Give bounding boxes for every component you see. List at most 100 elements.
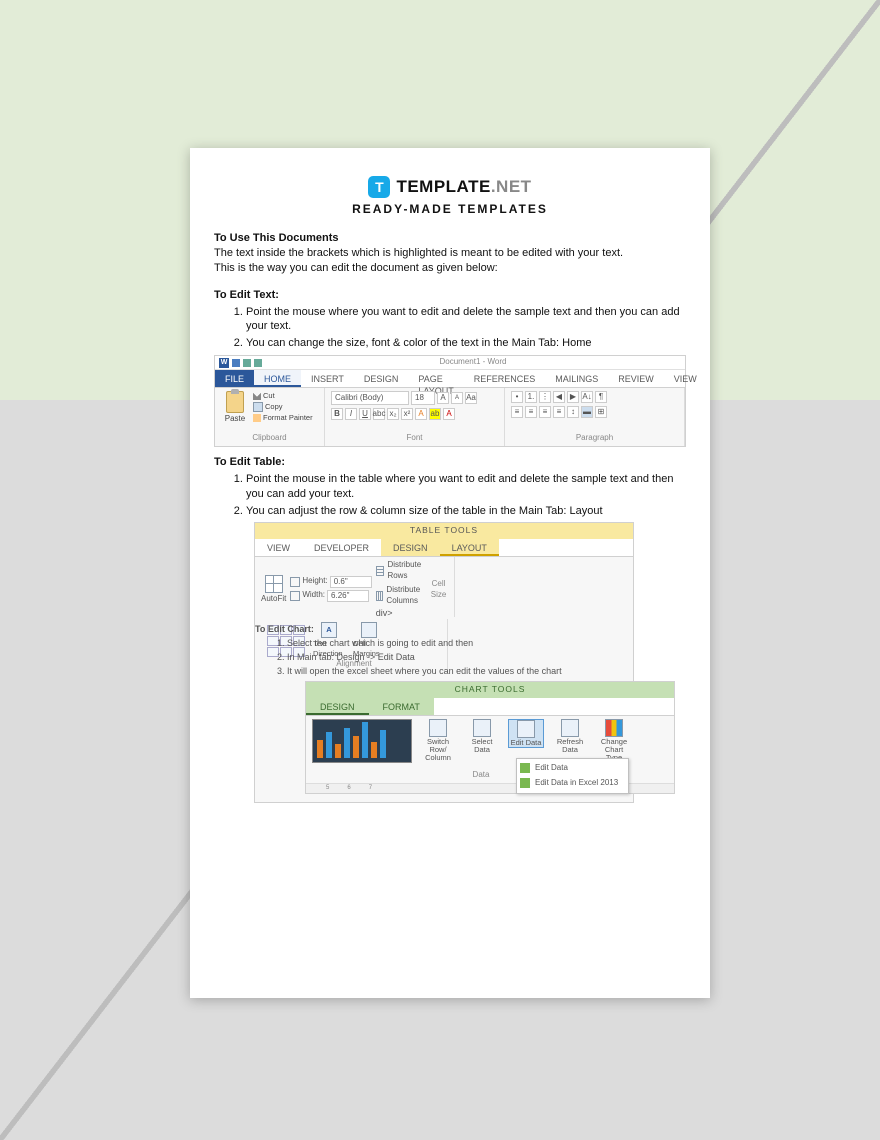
- refresh-data-button[interactable]: Refresh Data: [552, 719, 588, 755]
- sort-button[interactable]: A↓: [581, 391, 593, 403]
- list-item: Select the chart which is going to edit …: [287, 637, 633, 649]
- menu-edit-data-excel[interactable]: Edit Data in Excel 2013: [517, 776, 628, 791]
- tab-view[interactable]: VIEW: [664, 370, 707, 387]
- format-painter-button[interactable]: Format Painter: [253, 413, 313, 423]
- tab-table-design[interactable]: DESIGN: [381, 539, 440, 556]
- line-spacing-button[interactable]: ↕: [567, 406, 579, 418]
- clipboard-group-label: Clipboard: [221, 433, 318, 444]
- distribute-rows-button[interactable]: Distribute Rows: [376, 560, 425, 582]
- copy-button[interactable]: Copy: [253, 402, 313, 412]
- align-center-button[interactable]: ≡: [525, 406, 537, 418]
- edit-table-steps: Point the mouse in the table where you w…: [214, 472, 686, 519]
- subscript-button[interactable]: x₂: [387, 408, 399, 420]
- select-data-label: Select Data: [464, 738, 500, 755]
- highlight-button[interactable]: ab: [429, 408, 441, 420]
- show-marks-button[interactable]: ¶: [595, 391, 607, 403]
- brand-badge-icon: T: [368, 176, 390, 198]
- intro-line2: This is the way you can edit the documen…: [214, 261, 686, 276]
- increase-indent-button[interactable]: ▶: [567, 391, 579, 403]
- justify-button[interactable]: ≡: [553, 406, 565, 418]
- text-effects-button[interactable]: A: [415, 408, 427, 420]
- height-input[interactable]: 0.6": [330, 576, 372, 588]
- tab-references[interactable]: REFERENCES: [464, 370, 546, 387]
- tab-file[interactable]: FILE: [215, 370, 254, 387]
- change-case-button[interactable]: Aa: [465, 392, 477, 404]
- cell-size-group-label: Cell Size: [429, 579, 448, 601]
- menu-edit-data[interactable]: Edit Data: [517, 761, 628, 776]
- tab-table-layout[interactable]: LAYOUT: [440, 539, 499, 556]
- shrink-font-button[interactable]: A: [451, 392, 463, 404]
- ruler-mark: 7: [369, 784, 372, 792]
- word-icon: W: [219, 358, 229, 368]
- tab-design[interactable]: DESIGN: [354, 370, 409, 387]
- list-item: Point the mouse in the table where you w…: [246, 472, 686, 502]
- chart-style-thumbnail[interactable]: [312, 719, 412, 763]
- width-input[interactable]: 6.26": [327, 590, 369, 602]
- distribute-cols-button[interactable]: Distribute Columns: [376, 585, 425, 607]
- autofit-icon: [265, 575, 283, 593]
- italic-button[interactable]: I: [345, 408, 357, 420]
- strike-button[interactable]: abc: [373, 408, 385, 420]
- align-right-button[interactable]: ≡: [539, 406, 551, 418]
- decrease-indent-button[interactable]: ◀: [553, 391, 565, 403]
- chart-tools-title: CHART TOOLS: [306, 682, 674, 697]
- table-tools-title: TABLE TOOLS: [255, 523, 633, 538]
- quick-access-toolbar: W Document1 - Word: [215, 356, 685, 370]
- redo-icon[interactable]: [254, 359, 262, 367]
- autofit-button[interactable]: AutoFit: [261, 575, 286, 605]
- row-height-icon: [290, 577, 300, 587]
- shading-button[interactable]: ▬: [581, 406, 593, 418]
- borders-button[interactable]: ⊞: [595, 406, 607, 418]
- underline-button[interactable]: U: [359, 408, 371, 420]
- multilevel-button[interactable]: ⋮: [539, 391, 551, 403]
- ruler-mark: 6: [347, 784, 350, 792]
- tab-home[interactable]: HOME: [254, 370, 301, 387]
- autofit-label: AutoFit: [261, 594, 286, 605]
- font-size-select[interactable]: 18: [411, 391, 435, 405]
- switch-row-col-button[interactable]: Switch Row/ Column: [420, 719, 456, 763]
- change-chart-type-button[interactable]: Change Chart Type: [596, 719, 632, 763]
- tab-insert[interactable]: INSERT: [301, 370, 354, 387]
- intro-heading: To Use This Documents: [214, 231, 686, 246]
- intro-line1: The text inside the brackets which is hi…: [214, 246, 686, 261]
- distribute-cols-icon: [376, 591, 384, 601]
- undo-icon[interactable]: [243, 359, 251, 367]
- font-color-button[interactable]: A: [443, 408, 455, 420]
- font-name-select[interactable]: Calibri (Body): [331, 391, 409, 405]
- bold-button[interactable]: B: [331, 408, 343, 420]
- refresh-icon: [561, 719, 579, 737]
- cut-button[interactable]: Cut: [253, 391, 313, 401]
- clipboard-icon: [226, 391, 244, 413]
- tab-chart-design[interactable]: DESIGN: [306, 698, 369, 715]
- numbering-button[interactable]: 1.: [525, 391, 537, 403]
- paragraph-group-label: Paragraph: [511, 433, 678, 444]
- tab-developer[interactable]: DEVELOPER: [302, 539, 381, 556]
- grow-font-button[interactable]: A: [437, 392, 449, 404]
- tab-chart-format[interactable]: FORMAT: [369, 698, 434, 715]
- distribute-rows-icon: [376, 566, 385, 576]
- width-label: Width:: [302, 590, 325, 601]
- word-ribbon-table-layout: TABLE TOOLS VIEW DEVELOPER DESIGN LAYOUT…: [254, 522, 634, 802]
- paste-button[interactable]: Paste: [221, 391, 249, 433]
- list-item: You can adjust the row & column size of …: [246, 504, 686, 519]
- brand-text: TEMPLATE.NET: [396, 176, 531, 199]
- select-data-button[interactable]: Select Data: [464, 719, 500, 755]
- save-icon[interactable]: [232, 359, 240, 367]
- edit-data-label: Edit Data: [511, 739, 542, 747]
- edit-table-heading: To Edit Table:: [214, 455, 686, 470]
- tab-mailings[interactable]: MAILINGS: [545, 370, 608, 387]
- list-item: In Main tab: Design -> Edit Data: [287, 651, 633, 663]
- list-item: You can change the size, font & color of…: [246, 336, 686, 351]
- change-type-icon: [605, 719, 623, 737]
- superscript-button[interactable]: x²: [401, 408, 413, 420]
- bullets-button[interactable]: •: [511, 391, 523, 403]
- tab-view[interactable]: VIEW: [255, 539, 302, 556]
- align-left-button[interactable]: ≡: [511, 406, 523, 418]
- edit-data-dropdown: Edit Data Edit Data in Excel 2013: [516, 758, 629, 794]
- tab-review[interactable]: REVIEW: [608, 370, 664, 387]
- edit-data-button[interactable]: Edit Data: [508, 719, 544, 748]
- list-item: Point the mouse where you want to edit a…: [246, 305, 686, 335]
- list-item: It will open the excel sheet where you c…: [287, 665, 633, 677]
- tab-page-layout[interactable]: PAGE LAYOUT: [408, 370, 463, 387]
- switch-label: Switch Row/ Column: [420, 738, 456, 763]
